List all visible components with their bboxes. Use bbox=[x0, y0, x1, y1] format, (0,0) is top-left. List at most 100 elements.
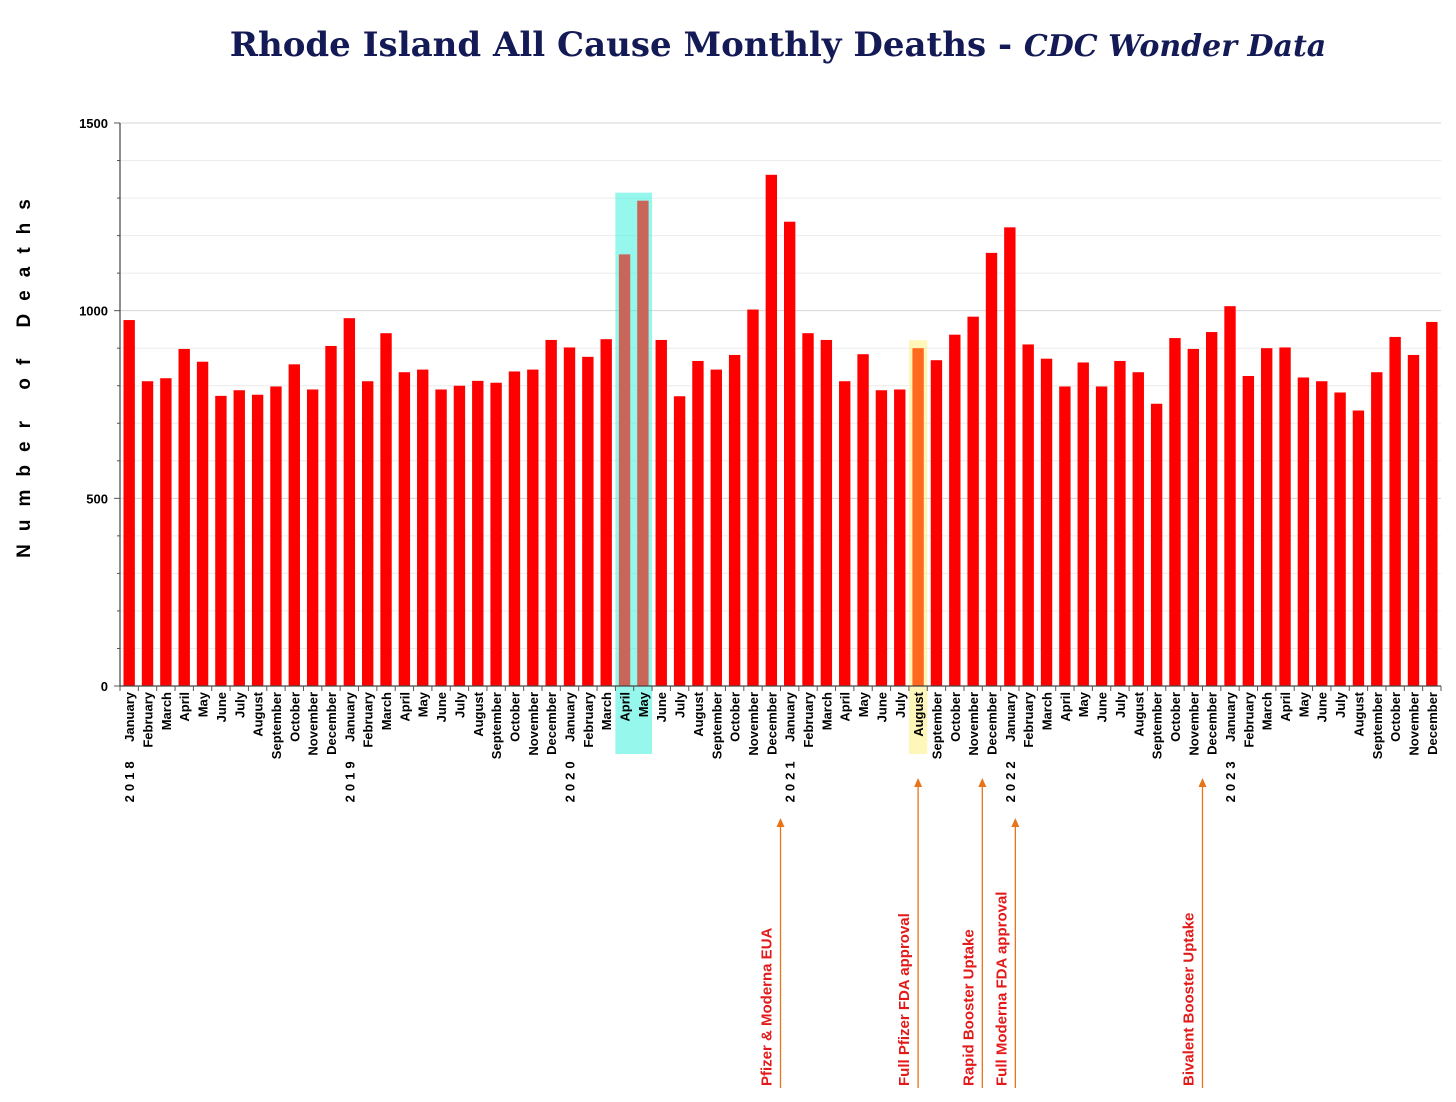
x-tick-label: September bbox=[269, 692, 284, 759]
x-tick-label: February bbox=[361, 691, 376, 747]
annotation-label: Full Moderna FDA approval bbox=[993, 892, 1010, 1086]
bar-10 bbox=[306, 389, 319, 686]
year-label: 2021 bbox=[783, 757, 798, 802]
bar-53 bbox=[1095, 386, 1108, 686]
x-tick-label: February bbox=[1021, 691, 1036, 747]
annotation-label: Rapid Booster Uptake bbox=[960, 929, 977, 1086]
annotation-label: Pfizer & Moderna EUA bbox=[759, 927, 776, 1086]
bar-58 bbox=[1187, 348, 1200, 686]
x-tick-label: January bbox=[122, 691, 137, 742]
bar-21 bbox=[508, 371, 521, 686]
bar-12 bbox=[343, 318, 356, 686]
y-tick-label: 1000 bbox=[79, 304, 108, 319]
x-tick-label: January bbox=[783, 691, 798, 742]
x-tick-label: January bbox=[342, 691, 357, 742]
x-tick-label: March bbox=[819, 692, 834, 730]
bar-64 bbox=[1297, 377, 1310, 686]
bar-52 bbox=[1077, 362, 1089, 686]
bar-49 bbox=[1022, 344, 1034, 686]
x-tick-label: March bbox=[379, 692, 394, 730]
bar-54 bbox=[1114, 360, 1126, 686]
bar-40 bbox=[857, 354, 869, 686]
x-tick-label: January bbox=[1003, 691, 1018, 742]
annotation-arrow-head bbox=[1011, 818, 1020, 827]
y-axis-label: Number of Deaths bbox=[14, 186, 35, 558]
x-tick-labels: January February March April May June July Augu… bbox=[122, 691, 1440, 802]
x-tick-label: November bbox=[526, 692, 541, 756]
year-label: 2020 bbox=[563, 757, 578, 802]
bar-65 bbox=[1316, 381, 1328, 686]
x-tick-label: June bbox=[434, 692, 449, 722]
bar-32 bbox=[710, 369, 722, 686]
bar-4 bbox=[196, 361, 209, 686]
x-tick-label: March bbox=[1040, 692, 1055, 730]
x-tick-label: May bbox=[416, 691, 431, 717]
axes: 0 500 1000 1500 bbox=[79, 116, 1442, 694]
bar-14 bbox=[380, 333, 392, 686]
bar-29 bbox=[655, 339, 667, 686]
bar-70 bbox=[1407, 354, 1420, 686]
x-tick-label: December bbox=[324, 692, 339, 755]
bar-24 bbox=[563, 347, 576, 686]
bar-55 bbox=[1132, 372, 1144, 686]
bar-31 bbox=[692, 360, 704, 686]
chart-title-main: Rhode Island All Cause Monthly Deaths - bbox=[230, 25, 1024, 65]
year-label: 2022 bbox=[1003, 757, 1018, 802]
x-tick-label: June bbox=[654, 692, 669, 722]
x-tick-label: November bbox=[966, 692, 981, 756]
annotation-arrow-head bbox=[1198, 778, 1207, 787]
x-tick-label: October bbox=[287, 692, 302, 742]
x-tick-label: August bbox=[1351, 691, 1366, 736]
year-label: 2018 bbox=[122, 757, 137, 802]
x-tick-label: July bbox=[232, 691, 247, 718]
bar-48 bbox=[1004, 227, 1016, 687]
bar-19 bbox=[472, 380, 484, 686]
x-tick-label: August bbox=[691, 691, 706, 736]
bar-26 bbox=[600, 339, 612, 686]
x-tick-label: December bbox=[1425, 692, 1440, 755]
bar-56 bbox=[1150, 403, 1163, 686]
year-label: 2019 bbox=[342, 757, 357, 802]
x-tick-label: June bbox=[214, 692, 229, 722]
x-tick-label: February bbox=[581, 691, 596, 747]
x-tick-label: August bbox=[911, 691, 926, 736]
x-tick-label: February bbox=[1241, 691, 1256, 747]
x-tick-label: April bbox=[838, 692, 853, 722]
x-tick-label: May bbox=[196, 691, 211, 717]
bar-67 bbox=[1352, 410, 1365, 686]
x-tick-label: June bbox=[1095, 692, 1110, 722]
x-tick-label: July bbox=[893, 691, 908, 718]
bar-13 bbox=[361, 381, 374, 686]
x-tick-label: September bbox=[489, 692, 504, 759]
annotation-label: Bivalent Booster Uptake bbox=[1180, 913, 1197, 1086]
x-tick-label: March bbox=[159, 692, 174, 730]
x-tick-label: January bbox=[1223, 691, 1238, 742]
bar-43 bbox=[912, 348, 924, 686]
bar-23 bbox=[545, 339, 557, 686]
x-tick-label: February bbox=[801, 691, 816, 747]
bar-33 bbox=[728, 354, 741, 686]
bar-7 bbox=[251, 394, 264, 686]
x-tick-label: July bbox=[1333, 691, 1348, 718]
x-tick-label: April bbox=[1058, 692, 1073, 722]
chart-title: Rhode Island All Cause Monthly Deaths - … bbox=[230, 25, 1327, 65]
x-tick-label: December bbox=[1205, 692, 1220, 755]
x-tick-label: May bbox=[856, 691, 871, 717]
bar-20 bbox=[490, 382, 502, 686]
bar-46 bbox=[967, 316, 979, 686]
x-tick-label: October bbox=[728, 692, 743, 742]
bar-51 bbox=[1059, 386, 1071, 686]
x-tick-label: September bbox=[709, 692, 724, 759]
bar-36 bbox=[783, 221, 796, 687]
annotation-arrow-head bbox=[776, 818, 785, 827]
bar-39 bbox=[839, 381, 851, 686]
x-tick-label: October bbox=[1388, 692, 1403, 742]
bar-9 bbox=[288, 364, 300, 686]
bar-16 bbox=[417, 369, 429, 686]
x-tick-label: September bbox=[929, 692, 944, 759]
x-tick-label: December bbox=[984, 692, 999, 755]
y-tick-label: 1500 bbox=[79, 116, 108, 131]
bar-15 bbox=[398, 372, 411, 686]
y-tick-label: 0 bbox=[101, 679, 108, 694]
